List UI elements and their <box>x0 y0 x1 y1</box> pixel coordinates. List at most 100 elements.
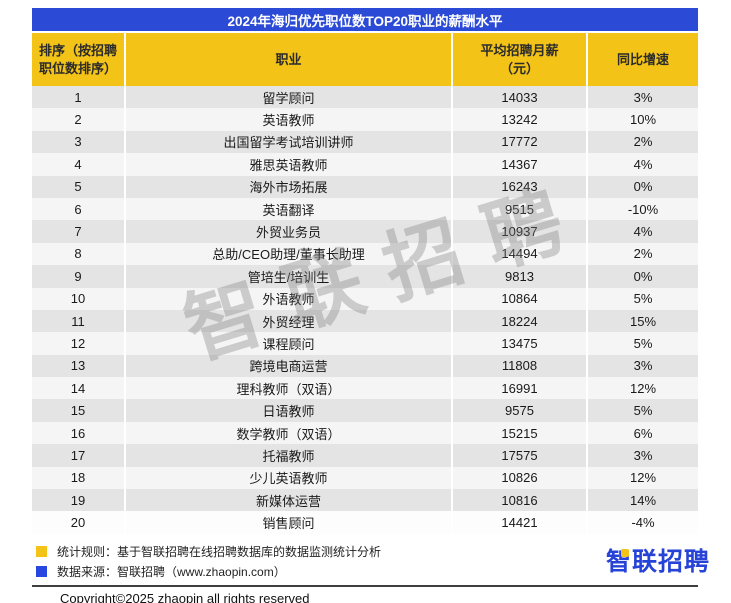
cell-growth: 0% <box>633 268 653 284</box>
cell-job: 英语教师 <box>126 108 453 131</box>
cell-salary: 9575 <box>453 399 588 422</box>
table-row: 1 留学顾问 14033 3% <box>32 86 698 109</box>
zhaopin-logo: 智联招聘 <box>606 547 726 577</box>
legend-blue-square-icon <box>36 565 47 577</box>
table-body: 1 留学顾问 14033 3% 2 英语教师 13242 10% 3 出国留学考… <box>32 86 698 534</box>
cell-rank: 1 <box>32 86 126 109</box>
cell-rank: 16 <box>32 421 126 445</box>
cell-salary: 10937 <box>453 220 588 243</box>
cell-growth: 4% <box>633 224 653 240</box>
table-title-bar: 2024年海归优先职位数TOP20职业的薪酬水平 <box>32 8 698 31</box>
legend-stat-rule-label: 统计规则：基于智联招聘在线招聘数据库的数据监测统计分析 <box>57 544 382 559</box>
cell-growth: 10% <box>629 112 657 128</box>
cell-job: 海外市场拓展 <box>126 175 453 198</box>
cell-job: 总助/CEO助理/董事长助理 <box>126 242 453 266</box>
table-row: 10 外语教师 10864 5% <box>32 287 698 310</box>
cell-growth: 2% <box>633 134 653 150</box>
cell-salary: 13242 <box>453 108 588 131</box>
cell-rank: 17 <box>32 444 126 467</box>
table-row: 9 管培生/培训生 9813 0% <box>32 265 698 288</box>
cell-rank: 2 <box>32 108 126 131</box>
cell-rank: 20 <box>32 511 126 534</box>
legend-data-source-label: 数据来源：智联招聘（www.zhaopin.com） <box>57 564 286 579</box>
cell-job: 理科教师（双语） <box>126 377 453 400</box>
table-row: 5 海外市场拓展 16243 0% <box>32 175 698 198</box>
cell-rank: 10 <box>32 287 126 310</box>
column-header-growth: 同比增速 <box>616 51 669 67</box>
cell-rank: 6 <box>32 197 126 221</box>
cell-job: 雅思英语教师 <box>126 153 453 176</box>
column-header-job: 职业 <box>126 33 453 86</box>
table-row: 13 跨境电商运营 11808 3% <box>32 354 698 378</box>
table-row: 19 新媒体运营 10816 14% <box>32 489 698 512</box>
cell-job: 跨境电商运营 <box>126 354 453 378</box>
table-row: 12 课程顾问 13475 5% <box>32 332 698 355</box>
cell-growth: 2% <box>633 246 653 262</box>
table-row: 7 外贸业务员 10937 4% <box>32 220 698 243</box>
cell-growth: 6% <box>633 425 653 441</box>
cell-salary: 10816 <box>453 489 588 512</box>
cell-growth: -10% <box>627 201 659 217</box>
cell-growth: 15% <box>629 313 657 329</box>
cell-job: 外贸业务员 <box>126 220 453 243</box>
cell-salary: 14367 <box>453 153 588 176</box>
legend-yellow-square-icon <box>36 545 47 557</box>
cell-salary: 9515 <box>453 197 588 221</box>
cell-salary: 10864 <box>453 287 588 310</box>
cell-rank: 13 <box>32 354 126 378</box>
cell-salary: 10826 <box>453 466 588 490</box>
cell-job: 课程顾问 <box>126 332 453 355</box>
column-header-rank: 排序（按招聘职位数排序） <box>32 33 126 86</box>
cell-salary: 16991 <box>453 377 588 400</box>
cell-salary: 14494 <box>453 242 588 266</box>
cell-salary: 18224 <box>453 309 588 333</box>
cell-rank: 5 <box>32 175 126 198</box>
table-row: 16 数学教师（双语） 15215 6% <box>32 421 698 445</box>
cell-rank: 19 <box>32 489 126 512</box>
table-row: 14 理科教师（双语） 16991 12% <box>32 377 698 400</box>
cell-rank: 9 <box>32 265 126 288</box>
cell-salary: 15215 <box>453 421 588 445</box>
cell-job: 日语教师 <box>126 399 453 422</box>
column-header-salary: 平均招聘月薪 （元） <box>453 33 588 86</box>
cell-salary: 16243 <box>453 175 588 198</box>
cell-rank: 8 <box>32 242 126 266</box>
cell-job: 英语翻译 <box>126 197 453 221</box>
table-row: 15 日语教师 9575 5% <box>32 399 698 422</box>
cell-rank: 14 <box>32 377 126 400</box>
cell-salary: 14421 <box>453 511 588 534</box>
cell-growth: 12% <box>629 470 657 486</box>
salary-table-card: 2024年海归优先职位数TOP20职业的薪酬水平 排序（按招聘职位数排序） 职业… <box>32 8 698 534</box>
logo-accent-dot-icon <box>621 549 629 557</box>
cell-growth: 5% <box>633 335 653 351</box>
cell-rank: 7 <box>32 220 126 243</box>
footer-divider <box>32 585 698 587</box>
cell-job: 管培生/培训生 <box>126 265 453 288</box>
cell-job: 出国留学考试培训讲师 <box>126 130 453 154</box>
cell-growth: 3% <box>633 358 653 374</box>
column-header-salary-line1: 平均招聘月薪 <box>480 42 559 58</box>
table-row: 20 销售顾问 14421 -4% <box>32 511 698 534</box>
legend-stat-rule-row: 统计规则：基于智联招聘在线招聘数据库的数据监测统计分析 <box>32 542 698 560</box>
footer: 统计规则：基于智联招聘在线招聘数据库的数据监测统计分析 数据来源：智联招聘（ww… <box>32 542 698 603</box>
cell-growth: 3% <box>633 447 653 463</box>
cell-growth: 12% <box>629 380 657 396</box>
cell-growth: 4% <box>633 156 653 172</box>
cell-salary: 17772 <box>453 130 588 154</box>
cell-rank: 3 <box>32 130 126 154</box>
cell-job: 数学教师（双语） <box>126 421 453 445</box>
table-row: 11 外贸经理 18224 15% <box>32 309 698 333</box>
cell-job: 外语教师 <box>126 287 453 310</box>
cell-rank: 12 <box>32 332 126 355</box>
table-row: 18 少儿英语教师 10826 12% <box>32 466 698 490</box>
table-row: 8 总助/CEO助理/董事长助理 14494 2% <box>32 242 698 266</box>
cell-salary: 14033 <box>453 86 588 109</box>
cell-growth: 14% <box>629 492 657 508</box>
column-header-salary-line2: （元） <box>499 60 539 76</box>
legend-data-source-row: 数据来源：智联招聘（www.zhaopin.com） <box>32 562 698 580</box>
table-header-row: 排序（按招聘职位数排序） 职业 平均招聘月薪 （元） 同比增速 <box>32 33 698 86</box>
cell-salary: 13475 <box>453 332 588 355</box>
cell-salary: 11808 <box>453 354 588 378</box>
cell-rank: 4 <box>32 153 126 176</box>
